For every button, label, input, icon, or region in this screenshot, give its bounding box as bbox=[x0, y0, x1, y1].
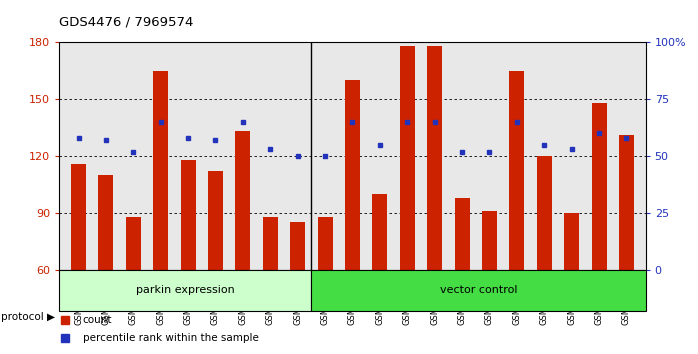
Text: vector control: vector control bbox=[440, 285, 517, 295]
Bar bbox=[59, 270, 311, 310]
Bar bbox=[181, 160, 195, 270]
Bar bbox=[262, 217, 278, 270]
Bar bbox=[345, 80, 360, 270]
Bar bbox=[591, 103, 607, 270]
Bar bbox=[153, 71, 168, 270]
Bar bbox=[564, 213, 579, 270]
Bar bbox=[290, 222, 305, 270]
Text: GDS4476 / 7969574: GDS4476 / 7969574 bbox=[59, 15, 194, 28]
Bar bbox=[400, 46, 415, 270]
Bar bbox=[235, 131, 251, 270]
Bar bbox=[126, 217, 141, 270]
Text: percentile rank within the sample: percentile rank within the sample bbox=[83, 333, 259, 343]
Bar bbox=[372, 194, 387, 270]
Bar bbox=[619, 135, 634, 270]
Bar bbox=[71, 164, 86, 270]
Bar bbox=[318, 217, 333, 270]
Text: protocol ▶: protocol ▶ bbox=[1, 312, 54, 322]
Text: parkin expression: parkin expression bbox=[136, 285, 235, 295]
Bar bbox=[537, 156, 552, 270]
Text: count: count bbox=[83, 315, 112, 325]
Bar bbox=[482, 211, 497, 270]
Bar bbox=[427, 46, 443, 270]
Bar bbox=[208, 171, 223, 270]
Bar bbox=[510, 71, 524, 270]
Bar bbox=[98, 175, 114, 270]
Bar bbox=[311, 270, 646, 310]
Bar bbox=[454, 198, 470, 270]
